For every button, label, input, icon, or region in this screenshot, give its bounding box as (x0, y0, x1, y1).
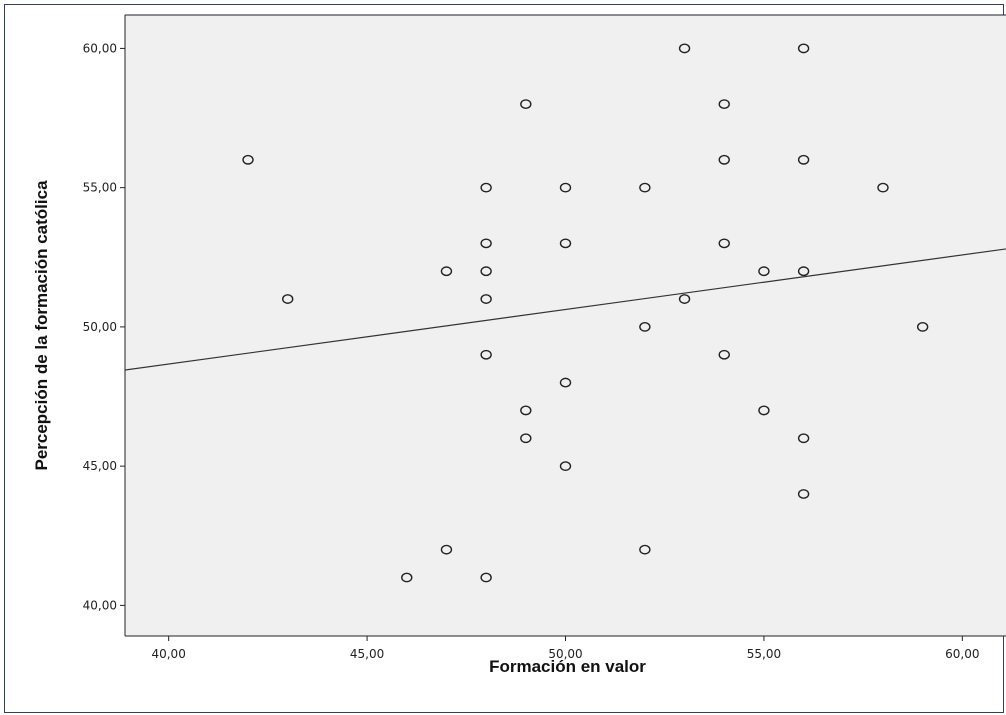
y-axis-title: Percepción de la formación católica (32, 180, 51, 471)
points-layer (242, 43, 929, 583)
y-tick-label: 60,00 (83, 41, 117, 55)
data-point (797, 433, 810, 444)
data-point (559, 182, 572, 193)
data-point (520, 433, 532, 444)
data-point (559, 238, 572, 249)
axes-layer: 40,00 45,00 50,00 55,00 60,00 40,00 45,00 50,00… (83, 14, 1006, 661)
y-tick-label: 40,00 (83, 598, 117, 612)
data-point (520, 99, 532, 110)
y-tick-label: 50,00 (83, 320, 117, 334)
data-point (718, 99, 730, 110)
data-point (480, 349, 492, 360)
data-point (639, 321, 651, 332)
data-point (559, 461, 572, 472)
data-point (639, 182, 651, 193)
data-point (758, 405, 770, 416)
fit-line (124, 248, 1006, 371)
data-point (718, 154, 730, 165)
data-point (639, 544, 651, 555)
data-point (797, 154, 810, 165)
data-point (520, 405, 532, 416)
data-point (480, 182, 492, 193)
data-point (559, 377, 572, 388)
y-tick-label: 55,00 (83, 181, 117, 195)
x-tick-label: 40,00 (151, 647, 185, 661)
data-point (242, 154, 254, 165)
x-axis-title: Formación en valor (489, 657, 646, 676)
data-point (440, 266, 453, 277)
data-point (678, 43, 691, 54)
x-tick-label: 45,00 (350, 647, 384, 661)
data-point (758, 266, 770, 277)
x-tick-label: 50,00 (548, 647, 582, 661)
data-point (480, 572, 492, 583)
plot-area (125, 15, 1006, 636)
y-tick-label: 45,00 (83, 459, 117, 473)
x-tick-label: 55,00 (747, 647, 781, 661)
x-tick-label: 60,00 (945, 647, 979, 661)
data-point (282, 294, 294, 304)
data-point (797, 43, 810, 54)
data-point (797, 489, 810, 499)
data-point (916, 321, 929, 332)
data-point (440, 544, 453, 555)
data-point (718, 349, 730, 360)
data-point (678, 294, 691, 304)
data-point (718, 238, 730, 249)
data-point (480, 266, 492, 277)
data-point (480, 238, 492, 249)
data-point (797, 266, 810, 277)
data-point (401, 572, 413, 583)
fit-line-layer (124, 248, 1006, 371)
data-point (877, 182, 889, 193)
data-point (480, 294, 492, 304)
